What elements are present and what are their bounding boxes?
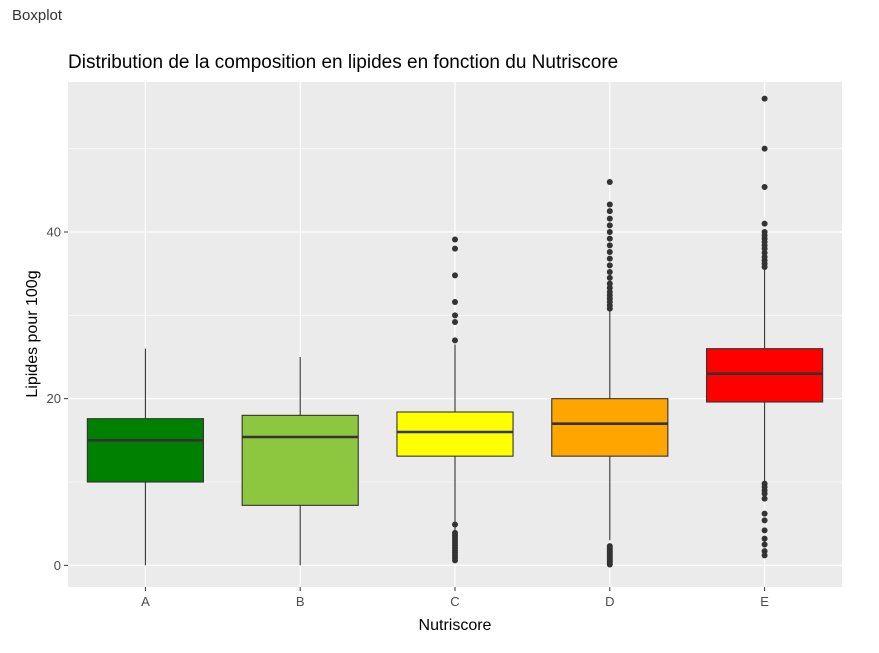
outlier-point [606,543,613,550]
outlier-point [452,529,458,536]
outlier-point [761,220,768,227]
y-tick-label: 0 [54,558,61,573]
box-body [396,411,514,457]
outlier-point [761,95,768,102]
outlier-point [606,269,613,275]
boxes [86,95,824,568]
outlier-point [606,280,613,287]
outlier-point [761,535,768,542]
y-tick-label: 20 [47,391,61,406]
y-axis-title: Lipides pour 100g [24,270,41,397]
box-body [705,348,824,403]
outlier-point [452,245,458,252]
box-B [241,357,359,566]
outlier-point [761,548,768,555]
outlier-point [606,215,613,222]
chart-title: Distribution de la composition en lipide… [68,52,618,73]
outlier-point [606,179,613,185]
outlier-point [761,184,768,190]
outlier-point [761,480,768,487]
x-tick-label: A [141,594,150,609]
outlier-point [452,319,458,325]
box-A [86,348,204,566]
outlier-point [606,208,613,215]
x-tick-label: E [760,594,769,609]
outlier-point [606,249,613,255]
outlier-point [606,235,613,242]
outlier-point [606,229,613,235]
outlier-point [761,254,768,260]
outlier-point [761,495,768,502]
y-tick-label: 40 [47,225,61,240]
outlier-point [452,299,458,305]
outlier-point [761,552,768,559]
x-tick-label: B [296,594,305,609]
outlier-point [606,242,613,249]
box-body [551,398,669,457]
x-tick-label: D [605,594,614,609]
outlier-point [761,527,768,534]
outlier-point [761,517,768,524]
outlier-point [761,510,768,517]
outlier-point [606,255,613,262]
x-tick-label: C [450,594,459,609]
outlier-point [452,312,458,319]
box-body [241,414,359,506]
x-axis-title: Nutriscore [419,617,492,634]
box-C [396,236,514,564]
box-D [551,179,669,568]
outlier-point [761,145,768,152]
outlier-point [761,229,768,235]
outlier-point [606,289,613,295]
box-body [86,418,204,483]
outlier-point [452,272,458,279]
y-axis: 0 20 40 [47,225,68,573]
outlier-point [606,274,613,281]
outlier-point [452,337,458,344]
box-E [705,95,824,559]
outlier-point [606,201,613,208]
outlier-point [606,262,613,269]
outlier-point [452,236,458,243]
outlier-point [761,541,768,548]
outlier-point [761,249,768,256]
outlier-point [606,284,613,291]
outlier-point [606,222,613,229]
x-axis: A B C D E [141,587,769,609]
outlier-point [452,521,458,528]
page-label: Boxplot [12,7,63,24]
